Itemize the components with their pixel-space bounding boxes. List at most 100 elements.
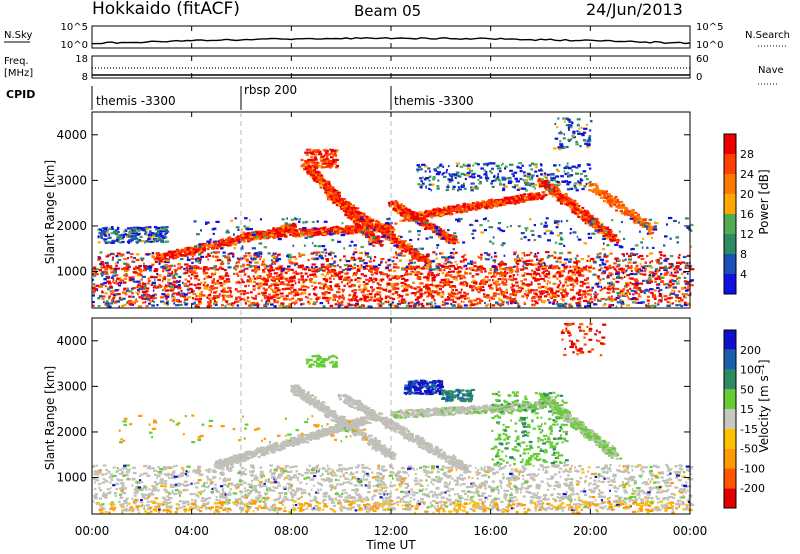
power-cell bbox=[436, 291, 441, 294]
power-cell bbox=[221, 260, 223, 263]
power-cell bbox=[135, 258, 140, 261]
power-cell bbox=[512, 279, 514, 282]
power-cell bbox=[485, 280, 488, 284]
power-cell bbox=[338, 229, 342, 232]
power-cell bbox=[304, 168, 308, 171]
power-cell bbox=[277, 232, 280, 235]
power-cell bbox=[424, 291, 427, 294]
power-cell bbox=[434, 302, 437, 305]
power-cell bbox=[561, 294, 566, 297]
power-cell bbox=[427, 273, 430, 276]
power-cell bbox=[416, 296, 421, 299]
power-cell bbox=[495, 288, 499, 292]
power-cell bbox=[608, 304, 613, 307]
power-cell bbox=[195, 286, 199, 289]
power-cell bbox=[172, 292, 175, 295]
power-cell bbox=[224, 305, 227, 308]
power-cell bbox=[307, 259, 310, 262]
power-cell bbox=[214, 268, 220, 271]
power-cell bbox=[542, 266, 547, 269]
power-cell bbox=[92, 269, 95, 273]
power-cell bbox=[498, 272, 502, 275]
power-cell bbox=[92, 267, 95, 271]
power-cell bbox=[136, 232, 141, 235]
power-cell bbox=[626, 289, 629, 292]
power-cell bbox=[341, 268, 345, 272]
power-cell bbox=[559, 288, 563, 291]
power-cell bbox=[316, 251, 321, 254]
power-cell bbox=[652, 272, 658, 275]
power-cell bbox=[317, 176, 321, 179]
power-cell bbox=[470, 262, 473, 266]
power-cell bbox=[364, 252, 370, 255]
power-cell bbox=[622, 259, 625, 262]
power-cell bbox=[207, 245, 211, 248]
power-cell bbox=[245, 267, 249, 270]
power-cell bbox=[273, 298, 276, 302]
power-cell bbox=[606, 276, 609, 279]
power-cell bbox=[342, 297, 345, 301]
power-cell bbox=[552, 275, 557, 278]
power-cell bbox=[611, 290, 616, 293]
power-cell bbox=[418, 277, 422, 280]
power-cell bbox=[621, 253, 625, 256]
power-cell bbox=[417, 300, 420, 304]
power-cell bbox=[508, 266, 513, 269]
power-cell bbox=[654, 280, 657, 283]
power-cell bbox=[431, 281, 434, 284]
power-cell bbox=[156, 226, 161, 230]
power-cell bbox=[448, 296, 451, 299]
power-cell bbox=[353, 299, 358, 302]
power-cell bbox=[603, 253, 607, 256]
power-cell bbox=[199, 249, 203, 252]
power-cell bbox=[359, 259, 364, 262]
power-cell bbox=[106, 264, 110, 267]
power-cell bbox=[624, 281, 630, 285]
power-cell bbox=[411, 292, 417, 295]
power-cell bbox=[624, 271, 627, 274]
power-cell bbox=[685, 262, 689, 265]
power-cell bbox=[523, 266, 527, 269]
power-cell bbox=[92, 278, 94, 281]
power-cell bbox=[538, 262, 543, 265]
power-cell bbox=[456, 263, 458, 266]
power-cell bbox=[119, 279, 125, 282]
power-cell bbox=[152, 286, 157, 289]
power-cell bbox=[483, 280, 485, 283]
power-cell bbox=[656, 286, 660, 289]
power-cell bbox=[243, 290, 246, 293]
power-cell bbox=[288, 292, 293, 295]
power-cell bbox=[340, 300, 344, 303]
power-cell bbox=[563, 267, 566, 270]
power-cell bbox=[288, 305, 291, 308]
power-cell bbox=[194, 258, 198, 261]
power-cell bbox=[264, 234, 268, 237]
power-cell bbox=[539, 274, 542, 277]
power-cell bbox=[92, 304, 95, 307]
power-cell bbox=[295, 229, 299, 232]
power-cell bbox=[509, 296, 512, 299]
power-cell bbox=[232, 252, 235, 255]
power-cell bbox=[204, 284, 208, 287]
power-cell bbox=[158, 239, 162, 242]
power-cell bbox=[267, 233, 271, 236]
power-cell bbox=[436, 293, 440, 296]
power-cell bbox=[347, 303, 351, 306]
power-cell bbox=[243, 234, 247, 237]
power-cell bbox=[277, 253, 281, 256]
power-cell bbox=[136, 285, 139, 288]
power-cell bbox=[642, 266, 645, 269]
power-cell bbox=[276, 235, 280, 238]
power-cell bbox=[353, 291, 357, 294]
power-cell bbox=[314, 266, 318, 269]
power-cell bbox=[407, 248, 411, 251]
power-cell bbox=[544, 286, 548, 289]
power-cell bbox=[175, 299, 179, 303]
power-cell bbox=[435, 289, 438, 292]
power-cell bbox=[368, 280, 371, 283]
power-cell bbox=[673, 274, 677, 278]
power-cell bbox=[544, 290, 549, 294]
power-cell bbox=[147, 236, 150, 239]
power-cell bbox=[167, 281, 170, 284]
power-cell bbox=[322, 296, 326, 299]
